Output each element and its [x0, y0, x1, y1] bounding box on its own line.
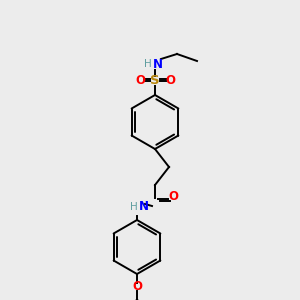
Text: O: O	[135, 74, 145, 88]
Text: O: O	[168, 190, 178, 203]
Text: H: H	[130, 202, 138, 212]
Text: S: S	[150, 74, 160, 88]
Text: H: H	[144, 59, 152, 69]
Text: N: N	[153, 58, 163, 70]
Text: N: N	[139, 200, 149, 214]
Text: O: O	[165, 74, 175, 88]
Text: O: O	[132, 280, 142, 293]
